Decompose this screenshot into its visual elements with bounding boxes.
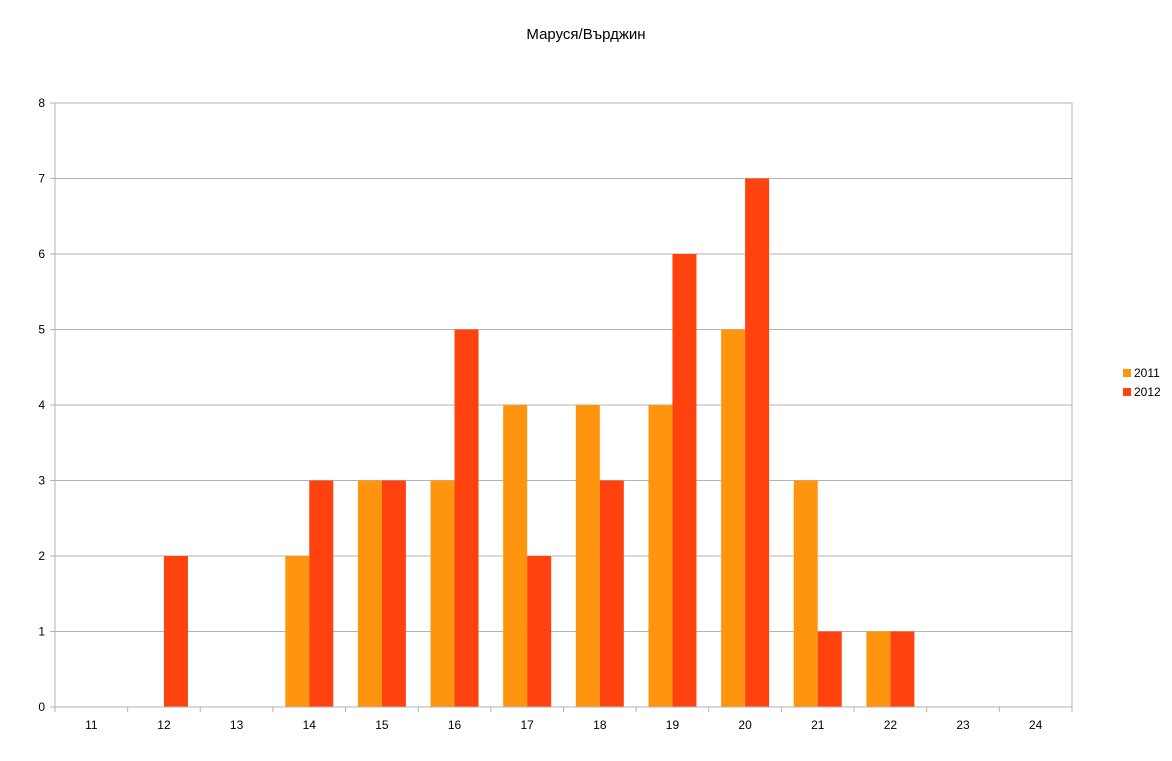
- x-tick-label: 16: [448, 718, 462, 732]
- y-tick-labels: 0 1 2 3 4 5 6 7 8: [38, 96, 45, 714]
- bar-2012-15: [381, 480, 406, 707]
- gridlines: [55, 102, 1072, 632]
- chart-title: Маруся/Върджин: [526, 26, 646, 43]
- bar-2012-19: [672, 254, 697, 707]
- bar-2011-20: [721, 329, 746, 707]
- legend-item-2012: 2012: [1123, 382, 1161, 401]
- x-tick-label: 15: [375, 718, 389, 732]
- x-tick-label: 11: [85, 718, 98, 732]
- y-tick-label: 2: [38, 549, 45, 563]
- x-tick-label: 13: [230, 718, 244, 732]
- legend-label: 2012: [1134, 384, 1161, 399]
- bar-2011-17: [503, 405, 528, 707]
- x-tick-labels: 11 12 13 14 15 16 17 18 19 20 21 22 23 24: [85, 718, 1043, 732]
- x-tick-label: 22: [884, 718, 898, 732]
- bar-2012-18: [599, 480, 624, 707]
- bar-2012-22: [890, 631, 915, 707]
- bar-2012-17: [527, 556, 552, 707]
- x-tick-label: 21: [811, 718, 825, 732]
- bar-2011-15: [357, 480, 382, 707]
- y-tick-label: 8: [38, 96, 45, 110]
- bar-2012-20: [745, 178, 770, 707]
- bar-2012-16: [454, 329, 479, 707]
- bars: [163, 178, 915, 707]
- legend-swatch: [1123, 368, 1131, 377]
- bar-2011-22: [866, 631, 891, 707]
- legend-swatch: [1123, 387, 1131, 396]
- x-tick-label: 17: [520, 718, 534, 732]
- y-tick-label: 1: [38, 625, 45, 639]
- bar-2011-21: [793, 480, 818, 707]
- y-tick-label: 7: [38, 172, 45, 186]
- x-tick-label: 23: [956, 718, 970, 732]
- bar-2012-12: [163, 556, 188, 707]
- axes: [50, 102, 1073, 712]
- y-tick-label: 5: [38, 323, 45, 337]
- bar-2011-14: [285, 556, 310, 707]
- legend: 2011 2012: [1123, 363, 1161, 401]
- bar-2011-19: [648, 405, 673, 707]
- y-tick-label: 6: [38, 247, 45, 261]
- y-tick-label: 4: [38, 398, 45, 412]
- bar-2012-21: [817, 631, 842, 707]
- y-tick-label: 0: [38, 700, 45, 714]
- x-tick-label: 24: [1029, 718, 1043, 732]
- legend-label: 2011: [1134, 365, 1160, 380]
- bar-2011-16: [430, 480, 455, 707]
- x-tick-label: 12: [157, 718, 171, 732]
- x-tick-label: 14: [303, 718, 317, 732]
- y-tick-label: 3: [38, 474, 45, 488]
- x-tick-label: 20: [738, 718, 752, 732]
- x-tick-label: 19: [666, 718, 680, 732]
- legend-item-2011: 2011: [1123, 363, 1161, 382]
- bar-2012-14: [309, 480, 334, 707]
- bar-2011-18: [575, 405, 600, 707]
- x-tick-label: 18: [593, 718, 607, 732]
